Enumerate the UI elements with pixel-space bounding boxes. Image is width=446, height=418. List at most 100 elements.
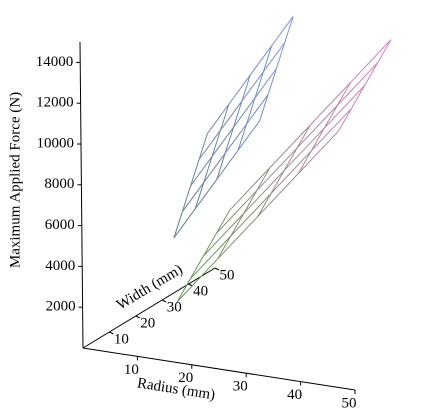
mesh-line bbox=[220, 100, 243, 131]
mesh-line bbox=[228, 74, 251, 105]
mesh-line bbox=[336, 82, 351, 106]
y-axis bbox=[82, 267, 216, 349]
mesh-line bbox=[262, 42, 286, 73]
mesh-line bbox=[256, 147, 298, 191]
mesh-line bbox=[296, 104, 338, 149]
mesh-line bbox=[257, 193, 272, 217]
mesh-line bbox=[254, 71, 264, 99]
mesh-line bbox=[350, 39, 392, 83]
mesh-line bbox=[198, 133, 208, 160]
mesh-line bbox=[211, 126, 234, 157]
mesh-line bbox=[241, 71, 264, 102]
x-tick-label: 50 bbox=[342, 395, 357, 411]
mesh-line bbox=[246, 97, 256, 125]
mesh-line bbox=[337, 62, 379, 106]
mesh-line bbox=[217, 215, 259, 260]
mesh-line bbox=[241, 74, 251, 102]
mesh-line bbox=[176, 278, 191, 302]
x-tick-label: 10 bbox=[124, 362, 139, 378]
mesh-line bbox=[243, 170, 285, 214]
mesh-line bbox=[233, 97, 256, 128]
z-tick-label: 10000 bbox=[37, 135, 75, 151]
mesh-line bbox=[270, 170, 285, 194]
y-tick-label: 50 bbox=[220, 267, 235, 283]
mesh-line bbox=[173, 208, 196, 239]
mesh-line bbox=[309, 82, 351, 126]
mesh-line bbox=[296, 124, 311, 149]
z-tick-label: 6000 bbox=[45, 217, 75, 233]
mesh-line bbox=[364, 62, 379, 86]
mesh-line bbox=[181, 185, 192, 213]
mesh-line bbox=[297, 130, 339, 174]
mesh-line bbox=[181, 182, 205, 213]
mesh-line bbox=[233, 100, 243, 128]
mesh-line bbox=[198, 130, 221, 160]
mesh-line bbox=[230, 193, 272, 237]
mesh-line bbox=[243, 190, 258, 214]
mesh-line bbox=[203, 213, 245, 257]
z-axis-label: Maximum Applied Force (N) bbox=[7, 92, 23, 268]
y-tick-label: 30 bbox=[167, 299, 182, 315]
mesh-line bbox=[203, 156, 213, 183]
mesh-line bbox=[259, 94, 269, 121]
mesh-line bbox=[297, 150, 312, 174]
mesh-line bbox=[202, 232, 217, 257]
mesh-line bbox=[194, 179, 218, 209]
mesh-line bbox=[310, 127, 325, 152]
mesh-line bbox=[203, 152, 226, 183]
mesh-line bbox=[270, 150, 312, 194]
mesh-line bbox=[189, 255, 204, 280]
mesh-line bbox=[246, 94, 269, 125]
z-tick-label: 8000 bbox=[44, 176, 74, 192]
x-axis bbox=[82, 347, 356, 391]
mesh-line bbox=[284, 16, 294, 43]
mesh-line bbox=[217, 235, 232, 260]
mesh-line bbox=[249, 45, 273, 76]
y-tick-label: 20 bbox=[140, 315, 155, 331]
mesh-line bbox=[176, 258, 218, 302]
mesh-line bbox=[283, 147, 298, 171]
mesh-line bbox=[211, 130, 221, 157]
z-tick-label: 4000 bbox=[45, 258, 75, 274]
mesh-line bbox=[351, 85, 366, 109]
mesh-line bbox=[237, 120, 261, 151]
mesh-line bbox=[256, 167, 271, 191]
mesh-line bbox=[190, 156, 213, 187]
y-tick bbox=[135, 315, 141, 319]
y-tick bbox=[109, 331, 114, 335]
y-tick bbox=[214, 267, 220, 271]
mesh-line bbox=[262, 45, 273, 72]
mesh-line bbox=[190, 159, 200, 186]
mesh-line bbox=[173, 211, 183, 239]
mesh-line bbox=[219, 104, 230, 131]
mesh-line bbox=[257, 173, 299, 217]
mesh-line bbox=[271, 16, 294, 46]
mesh-line bbox=[194, 182, 205, 209]
x-tick-label: 30 bbox=[233, 379, 248, 395]
z-axis bbox=[79, 41, 84, 349]
x-axis-label: Radius (mm) bbox=[136, 375, 216, 403]
y-tick-label: 10 bbox=[114, 331, 129, 347]
mesh-line bbox=[323, 105, 338, 129]
mesh-line bbox=[230, 213, 245, 237]
mesh-line bbox=[338, 107, 353, 132]
mesh-line bbox=[189, 235, 232, 280]
x-tick-label: 20 bbox=[178, 370, 193, 386]
x-tick-label: 40 bbox=[287, 387, 302, 403]
mesh-line bbox=[237, 123, 248, 151]
mesh-line bbox=[275, 42, 286, 69]
mesh-line bbox=[283, 127, 325, 172]
mesh-line bbox=[224, 123, 247, 154]
z-tick-label: 14000 bbox=[36, 54, 74, 70]
mesh-line bbox=[216, 153, 226, 180]
y-tick bbox=[161, 299, 167, 303]
mesh-line bbox=[216, 190, 258, 234]
mesh-line bbox=[310, 107, 352, 152]
y-tick-label: 40 bbox=[193, 283, 208, 299]
mesh-line bbox=[267, 68, 277, 95]
mesh-line bbox=[224, 127, 235, 154]
mesh-line bbox=[254, 68, 277, 99]
mesh-line bbox=[216, 149, 239, 180]
